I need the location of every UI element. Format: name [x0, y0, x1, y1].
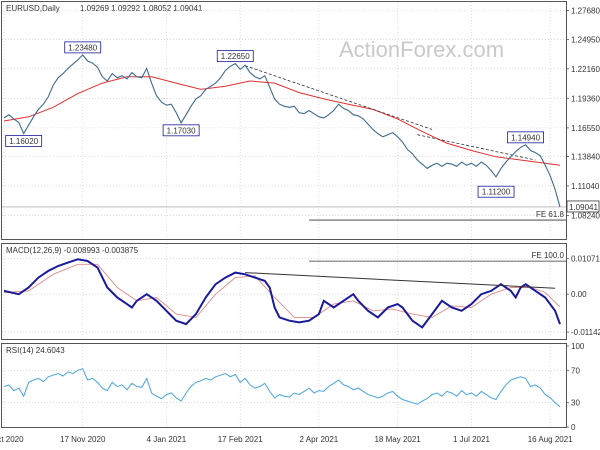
y-tick-label: 1.19360 [571, 94, 600, 103]
rsi-y-tick-label: 0 [571, 423, 576, 432]
x-tick-label: 18 May 2021 [374, 435, 421, 444]
ohlc-values: 1.09269 1.09292 1.08052 1.09041 [80, 4, 203, 13]
price-label-box [5, 135, 43, 147]
price-panel [1, 1, 567, 240]
y-tick-label: 1.27680 [571, 7, 600, 16]
current-price-tag [566, 200, 600, 213]
price-label: 1.14940 [511, 133, 540, 142]
trendline [417, 134, 536, 161]
chart-title: EURUSD,Daily [6, 4, 60, 13]
moving-average-line [3, 76, 561, 166]
price-label: 1.16020 [9, 137, 38, 146]
x-tick-label: 17 Feb 2021 [218, 435, 263, 444]
macd-y-tick-label: 0.00 [571, 290, 587, 299]
macd-y-tick-label: 0.010715 [571, 255, 600, 264]
price-label: 1.11200 [482, 188, 511, 197]
x-tick-label: 17 Nov 2020 [60, 435, 106, 444]
watermark: ActionForex.com [339, 37, 504, 62]
x-tick-label: 2 Oct 2020 [0, 435, 24, 444]
x-tick-label: 4 Jan 2021 [147, 435, 187, 444]
x-tick-label: 2 Apr 2021 [300, 435, 339, 444]
current-price-label: 1.09041 [569, 203, 598, 212]
price-label: 1.17030 [167, 126, 196, 135]
macd-y-tick-label: -0.011424 [571, 328, 600, 337]
price-label-box [64, 41, 102, 54]
price-line [3, 54, 561, 208]
trendline [244, 65, 433, 130]
y-tick-label: 1.11040 [571, 182, 600, 191]
rsi-line [3, 368, 561, 408]
macd-signal-line [3, 263, 561, 318]
rsi-y-tick-label: 30 [571, 399, 580, 408]
y-tick-label: 1.24950 [571, 35, 600, 44]
y-tick-label: 1.22160 [571, 65, 600, 74]
price-label-box [216, 50, 254, 63]
fib-level-label: FE 100.0 [532, 251, 565, 260]
price-label: 1.22650 [221, 52, 250, 61]
rsi-panel [1, 343, 567, 428]
rsi-y-tick-label: 70 [571, 366, 580, 375]
macd-line [3, 258, 561, 329]
x-tick-label: 1 Jul 2021 [453, 435, 490, 444]
macd-label: MACD(12,26,9) -0.008993 -0.003875 [6, 246, 139, 255]
x-tick-label: 16 Aug 2021 [528, 435, 573, 444]
price-label-box [507, 131, 544, 144]
rsi-label: RSI(14) 24.6043 [6, 346, 65, 355]
price-label: 1.23480 [68, 43, 97, 52]
macd-trendline [245, 272, 556, 289]
y-tick-label: 1.08240 [571, 211, 600, 220]
price-label-box [477, 185, 515, 198]
y-tick-label: 1.16550 [571, 124, 600, 133]
rsi-y-tick-label: 100 [571, 342, 585, 351]
macd-panel [1, 243, 567, 340]
y-tick-label: 1.13840 [571, 152, 600, 161]
price-label-box [162, 124, 200, 137]
fib-level-label: FE 61.8 [536, 210, 565, 219]
